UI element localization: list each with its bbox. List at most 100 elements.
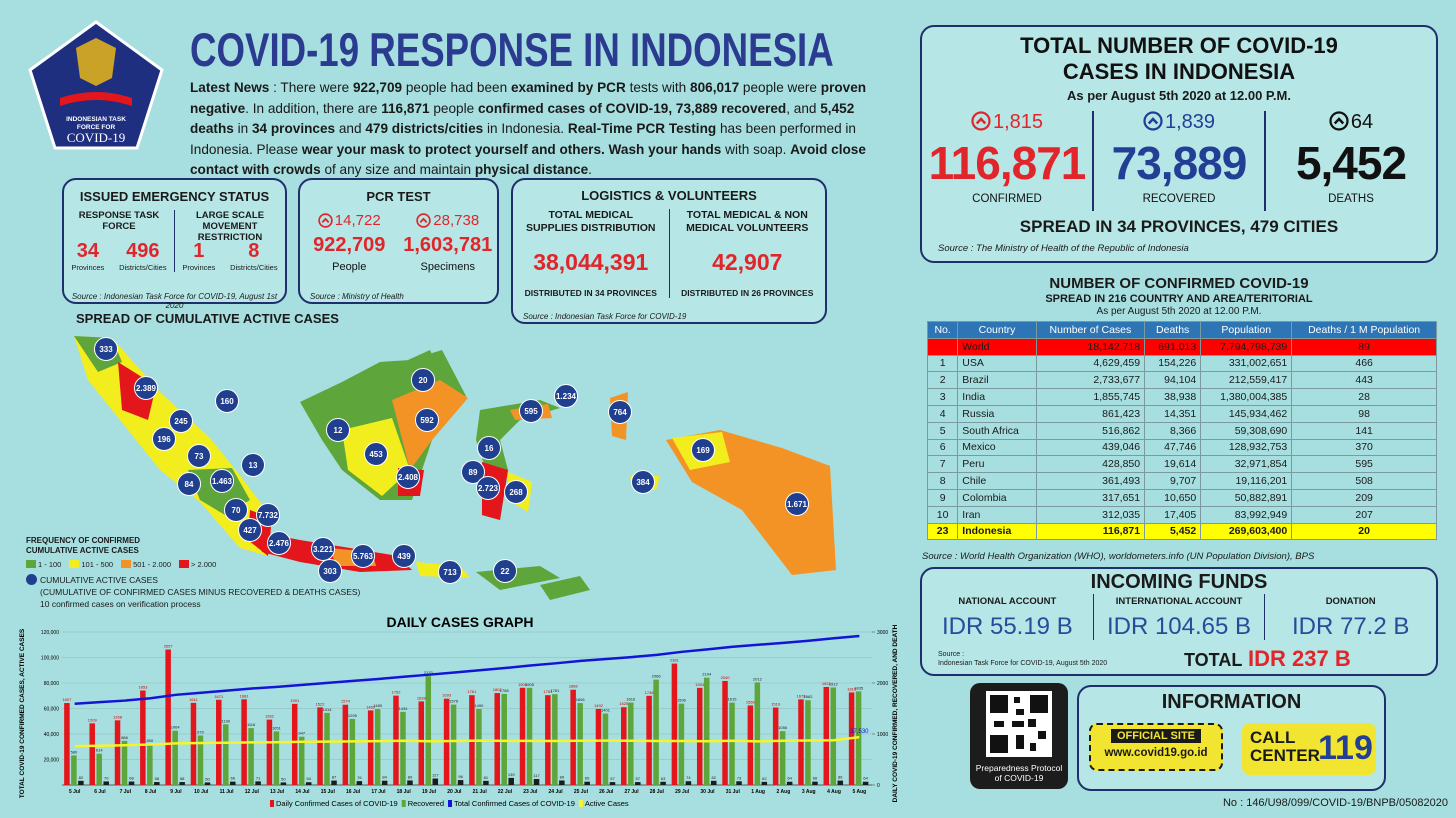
- logo-text: COVID-19: [67, 130, 126, 145]
- logistics-note: DISTRIBUTED IN 26 PROVINCES: [681, 288, 814, 298]
- bar-value-label: 1522: [316, 701, 326, 706]
- table-cell: 20: [1291, 522, 1437, 541]
- y-axis-label: TOTAL COVID-19 CONFIRMED CASES, ACTIVE C…: [19, 628, 26, 798]
- bar: [418, 701, 425, 785]
- bar-value-label: 89: [560, 774, 565, 779]
- map-bubble: [152, 427, 176, 451]
- qr-pattern: [990, 695, 1048, 753]
- legend-text: (CUMULATIVE OF CONFIRMED CASES MINUS REC…: [40, 587, 361, 597]
- table-row: 7 Peru 428,850 19,614 32,971,854 595: [926, 455, 1437, 474]
- logistics-columns: TOTAL MEDICAL SUPPLIES DISTRIBUTION 38,04…: [513, 209, 825, 298]
- bubble-label: 16: [485, 444, 494, 453]
- bar: [96, 753, 102, 785]
- bar: [331, 780, 337, 785]
- table-row: 3 India 1,855,745 38,938 1,380,004,385 28: [926, 388, 1437, 406]
- table-cell: Chile: [957, 472, 1037, 490]
- map-bubble: [785, 492, 809, 516]
- daily-chart: DAILY CASES GRAPH TOTAL COVID-19 CONFIRME…: [19, 614, 899, 808]
- bar-value-label: 1064: [171, 725, 181, 730]
- table-cell: Colombia: [957, 488, 1037, 507]
- news-text: people: [429, 100, 478, 116]
- status-value: 34: [76, 240, 99, 262]
- bar-value-label: 1596: [677, 698, 687, 703]
- bar: [722, 680, 728, 785]
- icon-ring: [971, 111, 991, 131]
- news-text: .: [588, 162, 592, 177]
- bar-value-label: 62: [762, 776, 767, 781]
- table-cell: 1: [926, 354, 959, 373]
- bar: [501, 693, 507, 785]
- bubble-label: 12: [334, 426, 343, 435]
- x-tick-label: 5 Aug: [852, 789, 866, 795]
- up-icon-svg: [971, 111, 991, 131]
- x-tick-label: 31 Jul: [726, 789, 741, 795]
- icon-chevron: [1147, 117, 1159, 125]
- bar-value-label: 1679: [797, 693, 807, 698]
- bubble-label: 2.476: [269, 539, 290, 548]
- x-tick-label: 9 Jul: [170, 789, 182, 795]
- bubble-label: 268: [509, 488, 523, 497]
- bubble-legend-row: CUMULATIVE ACTIVE CASES: [26, 574, 360, 586]
- bar-value-label: 947: [298, 731, 305, 736]
- chart-title: DAILY CASES GRAPH: [386, 614, 533, 630]
- bubble-label: 5.763: [353, 552, 374, 561]
- y2-axis-label: DAILY COVID-19 CONFIRMED, RECOVERED, AND…: [892, 624, 899, 802]
- news-bold: 922,709: [352, 80, 403, 95]
- bar-value-label: 1574: [341, 699, 351, 704]
- map-bubble: [326, 418, 350, 442]
- bar: [494, 693, 500, 785]
- bar-value-label: 1662: [804, 694, 814, 699]
- qr-caption: Preparedness Protocol of COVID-19: [975, 763, 1063, 783]
- x-tick-label: 13 Jul: [270, 789, 285, 795]
- table-cell: 443: [1291, 371, 1437, 390]
- bar-value-label: 1761: [543, 689, 553, 694]
- bar: [179, 782, 185, 785]
- bar-value-label: 65: [585, 776, 590, 781]
- x-tick-label: 17 Jul: [371, 789, 386, 795]
- funds-total-label: TOTAL: [1184, 650, 1243, 670]
- table-cell: 269,603,400: [1200, 522, 1293, 541]
- bar-value-label: 1414: [323, 707, 333, 712]
- bar-value-label: 1922: [822, 681, 832, 686]
- bar: [128, 781, 135, 785]
- bar-value-label: 1681: [240, 693, 250, 698]
- table-row: 1 USA 4,629,459 154,226 331,002,651 466: [926, 354, 1437, 373]
- bar-value-label: 127: [432, 773, 439, 778]
- news-bold: Real-Time PCR Testing: [567, 121, 717, 136]
- bubble-label: 169: [696, 446, 710, 455]
- table-cell: 59,308,690: [1200, 421, 1293, 440]
- logo-flag: [60, 92, 132, 106]
- status-value: 1: [193, 240, 205, 262]
- news-text: . In addition, there are: [245, 100, 382, 116]
- news-text: of any size and maintain: [320, 162, 475, 177]
- map-bubble: [94, 337, 118, 361]
- logo-text: INDONESIAN TASK: [66, 116, 126, 123]
- bar: [747, 705, 754, 785]
- news-text: people had been: [402, 80, 511, 95]
- map-bubble: [691, 438, 715, 462]
- bar: [823, 686, 830, 785]
- legend-label: Recovered: [408, 799, 444, 808]
- bar-value-label: 139: [508, 772, 515, 777]
- pcr-item: 28,738 1,603,781 Specimens: [399, 212, 498, 273]
- table-cell: 207: [1291, 505, 1437, 524]
- bar: [121, 740, 128, 785]
- bar: [552, 694, 558, 785]
- icon-ring: [416, 213, 432, 228]
- call-center[interactable]: CALL CENTER 119: [1242, 723, 1376, 775]
- emergency-groups: RESPONSE TASK FORCE 34 Provinces 496 Distric…: [64, 210, 285, 272]
- bar-value-label: 2066: [652, 674, 662, 679]
- bar-value-label: 63: [661, 776, 666, 781]
- bar-value-label: 66: [813, 776, 818, 781]
- x-tick-label: 18 Jul: [397, 789, 412, 795]
- bar-value-label: 1905: [525, 682, 535, 687]
- news-bold: Avoid close contact with crowds: [190, 141, 866, 178]
- bar-value-label: 1835: [854, 685, 864, 690]
- icon-chevron: [1333, 117, 1345, 125]
- official-site[interactable]: OFFICIAL SITE www.covid19.go.id: [1089, 723, 1223, 771]
- y2-tick-label: 2000: [877, 681, 888, 687]
- x-tick-label: 11 Jul: [220, 789, 235, 795]
- bar-value-label: 1560: [746, 699, 756, 704]
- group-items: 1 Provinces 8 Districts/Cities: [175, 240, 285, 272]
